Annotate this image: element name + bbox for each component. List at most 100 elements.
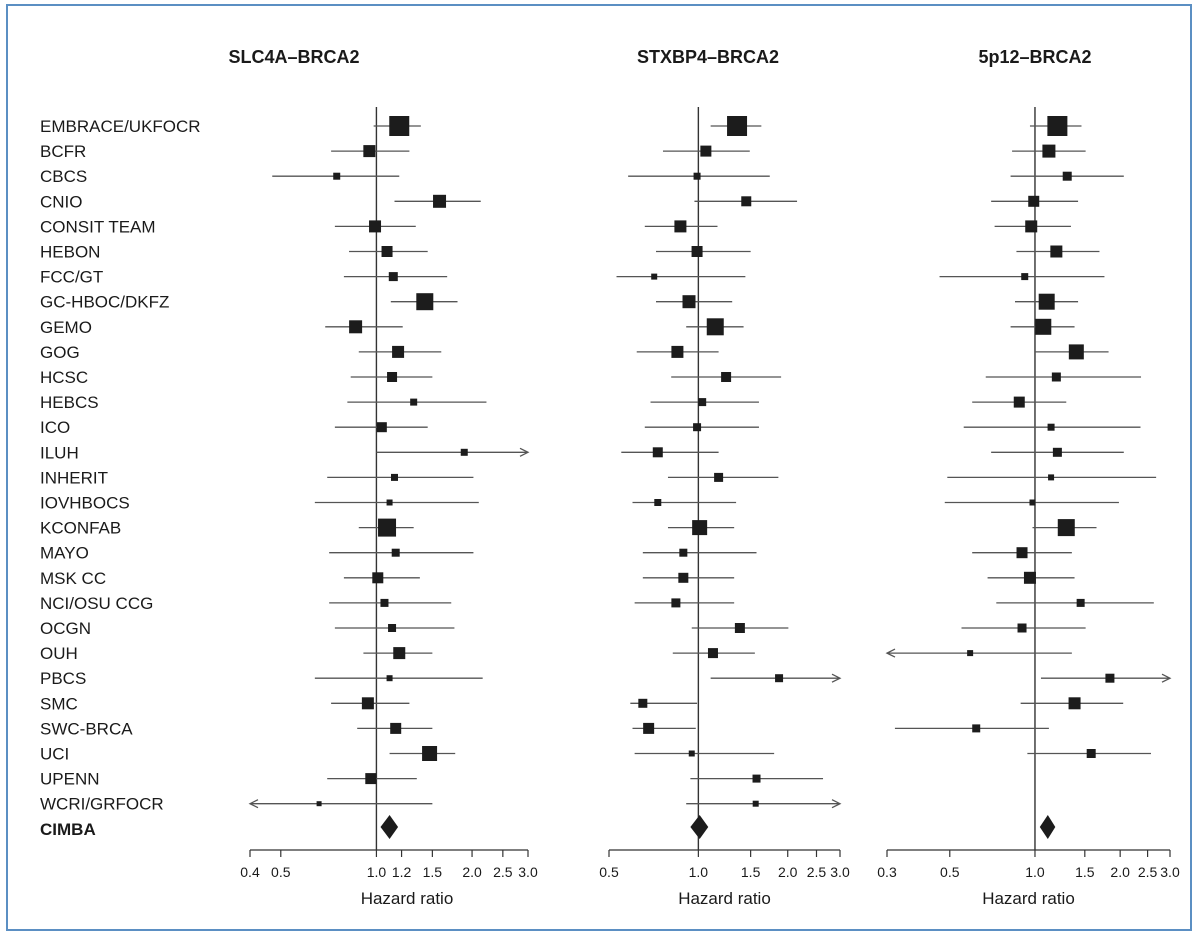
x-tick-label: 3.0 [1160,864,1180,880]
x-tick-label: 1.5 [423,864,443,880]
study-row-label: UCI [40,745,69,764]
forest-plot-figure: EMBRACE/UKFOCR BCFR CBCS CNIO CONSIT TEAM HEB… [40,47,1180,908]
study-row-label: OUH [40,644,78,663]
point-estimate-square [1023,571,1036,584]
ci-arrow-right [831,799,842,809]
point-estimate-square [1057,519,1075,537]
point-estimate-square [388,624,397,632]
point-estimate-square [752,774,761,783]
study-row-label: SMC [40,694,78,713]
point-estimate-square [706,318,724,336]
study-row-label: ILUH [40,443,79,462]
x-axis-label: Hazard ratio [361,889,454,908]
point-estimate-square [652,447,663,458]
ci-arrow-left [885,648,896,658]
summary-diamond [1039,815,1056,839]
study-row-label: MSK CC [40,569,106,588]
point-estimate-square [1047,423,1055,431]
point-estimate-square [691,246,703,257]
x-tick-label: 1.0 [689,864,709,880]
point-estimate-square [1052,447,1062,457]
point-estimate-square [1013,396,1025,408]
point-estimate-square [433,194,447,208]
point-estimate-square [734,623,745,633]
point-estimate-square [638,698,648,708]
point-estimate-square [380,598,389,607]
point-estimate-square [372,572,384,584]
point-estimate-square [698,398,707,407]
x-tick-label: 2.5 [807,864,827,880]
study-row-label: CONSIT TEAM [40,217,156,236]
point-estimate-square [393,647,406,660]
point-estimate-square [392,345,405,358]
point-estimate-square [674,220,687,233]
x-tick-label: 1.5 [1075,864,1095,880]
point-estimate-square [391,473,399,481]
panel-title: STXBP4–BRCA2 [637,47,779,67]
point-estimate-square [700,145,712,157]
point-estimate-square [1076,598,1085,607]
point-estimate-square [390,722,402,734]
study-row-label: HEBON [40,243,100,262]
point-estimate-square [692,520,708,536]
point-estimate-square [678,572,689,583]
panel-title: 5p12–BRCA2 [978,47,1091,67]
study-row-label: CNIO [40,192,83,211]
study-row-label: NCI/OSU CCG [40,594,153,613]
study-row-label: INHERIT [40,468,108,487]
point-estimate-square [679,548,688,557]
point-estimate-square [775,674,784,683]
point-estimate-square [972,724,981,733]
point-estimate-square [707,648,718,659]
point-estimate-square [460,448,468,456]
panel-title: SLC4A–BRCA2 [228,47,359,67]
study-row-label: HEBCS [40,393,99,412]
summary-diamond [380,815,399,839]
x-tick-label: 1.0 [1025,864,1045,880]
point-estimate-square [1051,372,1061,382]
point-estimate-square [349,320,363,334]
point-estimate-square [1035,318,1052,335]
point-estimate-square [1017,623,1027,633]
point-estimate-square [386,675,393,682]
point-estimate-square [387,372,398,382]
x-tick-label: 1.2 [392,864,412,880]
point-estimate-square [682,295,696,309]
x-tick-label: 2.0 [1110,864,1130,880]
study-row-label: BCFR [40,142,86,161]
x-tick-label: 0.4 [240,864,260,880]
point-estimate-square [1029,499,1036,506]
point-estimate-square [378,518,397,537]
point-estimate-square [1028,195,1040,207]
study-row-label: SWC-BRCA [40,719,133,738]
x-tick-label: 1.5 [741,864,761,880]
x-tick-label: 3.0 [830,864,850,880]
point-estimate-square [967,650,974,657]
point-estimate-square [391,548,400,557]
x-tick-label: 2.5 [493,864,513,880]
point-estimate-square [671,598,681,608]
x-axis-label: Hazard ratio [982,889,1075,908]
study-row-label: PBCS [40,669,86,688]
ci-arrow-right [1161,673,1172,683]
ci-arrow-left [248,799,259,809]
study-row-label: KCONFAB [40,519,121,538]
study-row-label: IOVHBOCS [40,494,130,513]
x-tick-label: 0.5 [940,864,960,880]
x-tick-label: 3.0 [518,864,538,880]
study-row-label: GEMO [40,318,92,337]
ci-arrow-right [831,673,842,683]
figure-frame: EMBRACE/UKFOCR BCFR CBCS CNIO CONSIT TEAM HEB… [6,4,1192,931]
point-estimate-square [333,172,341,180]
point-estimate-square [1021,273,1029,281]
point-estimate-square [1038,293,1055,310]
study-row-label: UPENN [40,770,100,789]
point-estimate-square [410,398,418,406]
point-estimate-square [1016,547,1028,559]
study-row-label: WCRI/GRFOCR [40,795,164,814]
x-tick-label: 0.5 [599,864,619,880]
point-estimate-square [1068,344,1084,360]
study-row-label: OCGN [40,619,91,638]
point-estimate-square [1086,749,1096,758]
study-row-label: EMBRACE/UKFOCR [40,117,201,136]
